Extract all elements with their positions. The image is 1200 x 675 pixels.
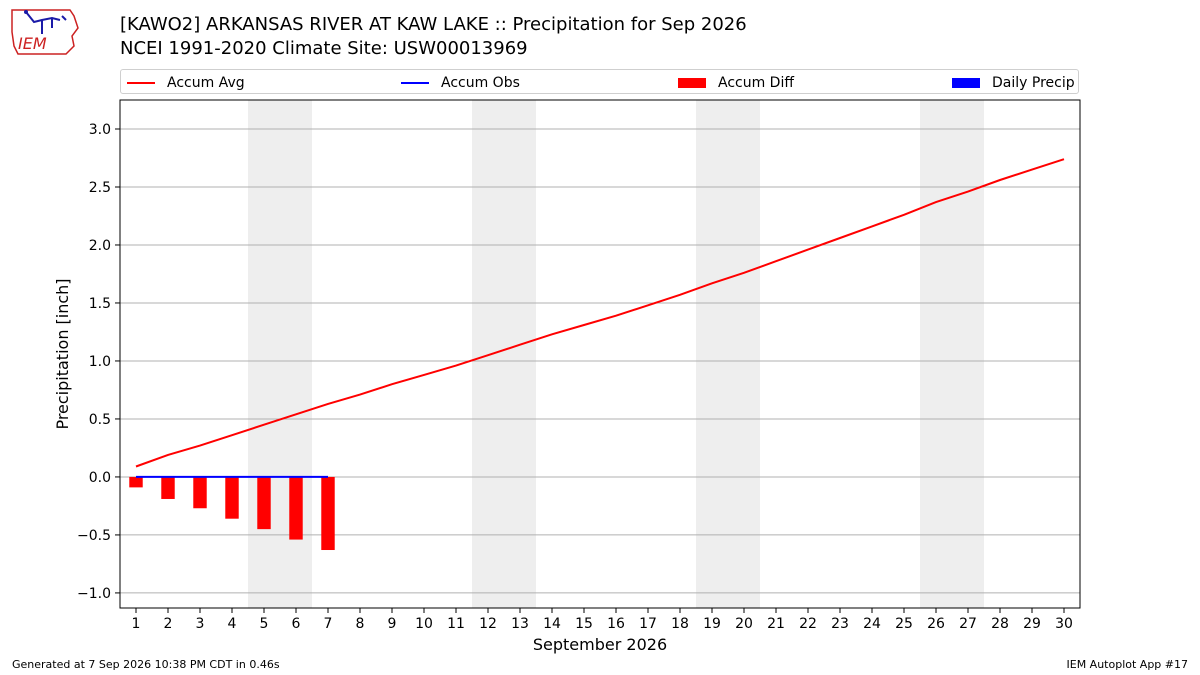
y-tick-label: 1.5 [89, 296, 111, 312]
x-tick-label: 16 [607, 616, 625, 632]
accum-diff-bar [321, 476, 335, 551]
y-tick-label: −1.0 [77, 586, 111, 602]
x-tick-label: 18 [671, 616, 689, 632]
legend-swatch [952, 77, 980, 88]
legend-item-accum-obs: Accum Obs [401, 70, 520, 95]
x-tick-label: 15 [575, 616, 593, 632]
accum-avg-line [135, 158, 1065, 468]
iowa-outline-icon [11, 9, 79, 55]
x-tick-label: 4 [228, 616, 237, 632]
x-tick-label: 21 [767, 616, 785, 632]
x-axis-label: September 2026 [533, 635, 667, 654]
legend-label: Accum Obs [441, 74, 520, 91]
legend-swatch [401, 81, 429, 84]
accum-diff-bar [225, 476, 239, 519]
y-tick-label: 0.0 [89, 470, 111, 486]
legend-label: Daily Precip [992, 74, 1075, 91]
x-tick-label: 8 [356, 616, 365, 632]
accum-diff-bar [193, 476, 207, 509]
y-tick-label: 3.0 [89, 122, 111, 138]
y-tick-label: −0.5 [77, 528, 111, 544]
x-tick-label: 28 [991, 616, 1009, 632]
x-tick-label: 6 [292, 616, 301, 632]
x-tick-label: 30 [1055, 616, 1073, 632]
legend-label: Accum Avg [167, 74, 245, 91]
x-tick-label: 11 [447, 616, 465, 632]
legend-swatch [127, 81, 155, 84]
accum-diff-bar [161, 476, 175, 499]
accum-diff-bar [257, 476, 271, 530]
legend-item-daily-precip: Daily Precip [952, 70, 1075, 95]
x-tick-label: 19 [703, 616, 721, 632]
x-tick-label: 22 [799, 616, 817, 632]
x-tick-label: 2 [164, 616, 173, 632]
x-tick-label: 24 [863, 616, 881, 632]
legend-label: Accum Diff [718, 74, 795, 91]
weekend-band [472, 100, 536, 608]
title-line-2: NCEI 1991-2020 Climate Site: USW00013969 [120, 38, 528, 59]
x-tick-label: 14 [543, 616, 561, 632]
y-tick-label: 2.5 [89, 180, 111, 196]
x-tick-label: 20 [735, 616, 753, 632]
x-tick-label: 1 [132, 616, 141, 632]
y-tick-label: 1.0 [89, 354, 111, 370]
x-tick-label: 17 [639, 616, 657, 632]
title-line-1: [KAWO2] ARKANSAS RIVER AT KAW LAKE :: Pr… [120, 14, 747, 35]
weather-instrument-icon [25, 11, 67, 34]
x-tick-label: 5 [260, 616, 269, 632]
chart-title: [KAWO2] ARKANSAS RIVER AT KAW LAKE :: Pr… [120, 13, 747, 61]
logo-text: IEM [18, 34, 47, 53]
x-tick-label: 13 [511, 616, 529, 632]
footer-app: IEM Autoplot App #17 [1066, 658, 1189, 671]
accum-diff-bar [129, 476, 143, 488]
legend-swatch [678, 77, 706, 88]
legend-item-accum-avg: Accum Avg [127, 70, 245, 95]
weekend-band [920, 100, 984, 608]
y-tick-label: 0.5 [89, 412, 111, 428]
accum-diff-bar [289, 476, 303, 540]
x-tick-label: 29 [1023, 616, 1041, 632]
x-tick-label: 7 [324, 616, 333, 632]
x-tick-label: 3 [196, 616, 205, 632]
x-tick-label: 12 [479, 616, 497, 632]
x-tick-label: 10 [415, 616, 433, 632]
y-axis-label: Precipitation [inch] [53, 278, 72, 429]
y-tick-label: 2.0 [89, 238, 111, 254]
x-tick-label: 25 [895, 616, 913, 632]
x-tick-label: 9 [388, 616, 397, 632]
x-tick-label: 27 [959, 616, 977, 632]
legend-item-accum-diff: Accum Diff [678, 70, 794, 95]
x-tick-label: 26 [927, 616, 945, 632]
legend: Accum Avg Accum Obs Accum Diff Daily Pre… [120, 69, 1079, 94]
plot-frame [119, 99, 1081, 609]
footer-generated: Generated at 7 Sep 2026 10:38 PM CDT in … [12, 658, 280, 671]
iem-logo: IEM [11, 9, 79, 55]
weekend-band [696, 100, 760, 608]
x-tick-label: 23 [831, 616, 849, 632]
